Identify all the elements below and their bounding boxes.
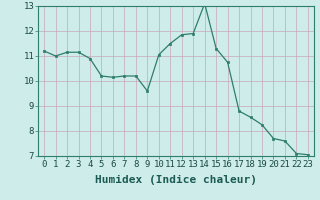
X-axis label: Humidex (Indice chaleur): Humidex (Indice chaleur) xyxy=(95,175,257,185)
